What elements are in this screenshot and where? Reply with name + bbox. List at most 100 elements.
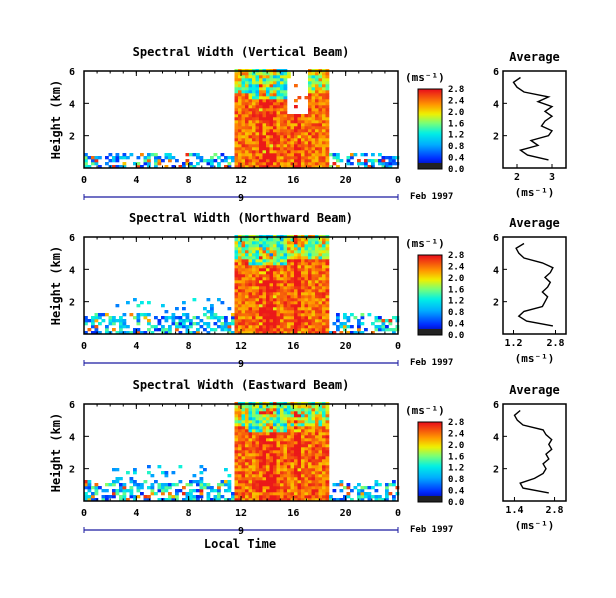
average-y-tick-label: 4 [493, 432, 499, 443]
colorbar-tick-label: 1.2 [448, 464, 464, 474]
colorbar-swatch [418, 99, 442, 102]
average-x-tick-label: 1.4 [505, 505, 523, 516]
average-y-tick-label: 2 [493, 132, 499, 143]
average-title: Average [509, 216, 560, 230]
colorbar-swatch [418, 488, 442, 491]
colorbar-swatch [418, 442, 442, 445]
colorbar-swatch [418, 430, 442, 433]
colorbar-swatch [418, 279, 442, 282]
y-axis-label: Height (km) [49, 80, 63, 159]
colorbar-swatch [418, 446, 442, 449]
panel-title: Spectral Width (Northward Beam) [129, 211, 353, 225]
x-tick-label: 0 [81, 175, 87, 186]
colorbar-frame [417, 88, 443, 170]
colorbar-swatch [418, 458, 442, 461]
colorbar-swatch [418, 277, 442, 280]
average-x-tick-label: 1.2 [504, 338, 522, 349]
colorbar-swatch [418, 476, 442, 479]
colorbar-tick-label: 0.0 [448, 498, 464, 508]
colorbar-swatch [418, 131, 442, 134]
colorbar-swatch [418, 125, 442, 128]
colorbar-tick-label: 0.4 [448, 320, 465, 330]
colorbar-swatch [418, 468, 442, 471]
colorbar-swatch [418, 93, 442, 96]
colorbar-swatch [418, 432, 442, 435]
colorbar-swatch [418, 139, 442, 142]
x-tick-label: 0 [81, 341, 87, 352]
colorbar-swatch [418, 327, 442, 330]
day-label: 9 [238, 359, 244, 370]
colorbar-swatch [418, 129, 442, 132]
colorbar-swatch [418, 424, 442, 427]
colorbar-swatch [418, 145, 442, 148]
colorbar-swatch [418, 259, 442, 262]
colorbar-swatch [418, 133, 442, 136]
y-tick-label: 2 [69, 298, 75, 309]
colorbar-tick-label: 0.0 [448, 331, 464, 341]
day-label: 9 [238, 193, 244, 204]
colorbar-swatch [418, 454, 442, 457]
colorbar-tick-label: 2.4 [448, 96, 465, 106]
colorbar-swatch [418, 323, 442, 326]
average-profile-line [512, 76, 554, 161]
date-label: Feb 1997 [410, 358, 453, 368]
x-tick-label: 12 [235, 508, 247, 519]
colorbar-swatch [418, 319, 442, 322]
colorbar-swatch [418, 115, 442, 118]
panel-vertical: Spectral Width (Vertical Beam)0 4 8 12 16 20 0… [49, 45, 567, 204]
colorbar-swatch [418, 422, 442, 425]
colorbar-swatch [418, 440, 442, 443]
colorbar-swatch [418, 265, 442, 268]
colorbar-swatch [418, 157, 442, 160]
colorbar-tick-label: 2.4 [448, 429, 465, 439]
average-panel: Average 1.4 2.8 2 4 6 (ms⁻¹) [493, 383, 567, 532]
colorbar-tick-label: 2.8 [448, 251, 464, 261]
colorbar-swatch [418, 444, 442, 447]
colorbar-tick-label: 0.8 [448, 142, 464, 152]
average-y-tick-label: 2 [493, 298, 499, 309]
colorbar-swatch [418, 107, 442, 110]
colorbar-swatch [418, 287, 442, 290]
colorbar-swatch [418, 89, 442, 92]
x-tick-label: 0 [395, 508, 401, 519]
colorbar-tick-label: 1.6 [448, 285, 464, 295]
average-y-tick-label: 2 [493, 465, 499, 476]
colorbar: (ms⁻¹) 0.00.4 0.81.2 1.62.0 2.42.8 [405, 71, 465, 175]
y-tick-label: 6 [69, 233, 75, 244]
colorbar-swatch [418, 462, 442, 465]
x-tick-label: 0 [395, 341, 401, 352]
y-tick-label: 2 [69, 465, 75, 476]
x-tick-label: 16 [287, 508, 299, 519]
colorbar-swatch [418, 428, 442, 431]
average-y-tick-label: 4 [493, 99, 499, 110]
colorbar-tick-label: 1.6 [448, 119, 464, 129]
average-x-tick-label: 2.8 [546, 338, 564, 349]
colorbar-swatch [418, 293, 442, 296]
colorbar-swatch [418, 329, 442, 335]
x-tick-label: 8 [186, 175, 192, 186]
colorbar-swatch [418, 121, 442, 124]
colorbar-swatch [418, 137, 442, 140]
average-y-tick-label: 6 [493, 233, 499, 244]
colorbar-swatch [418, 91, 442, 94]
colorbar-swatch [418, 141, 442, 144]
colorbar-swatch [418, 311, 442, 314]
colorbar: (ms⁻¹) 0.00.4 0.81.2 1.62.0 2.42.8 [405, 237, 465, 341]
x-axis-label: Local Time [204, 537, 276, 551]
colorbar-swatch [418, 448, 442, 451]
date-label: Feb 1997 [410, 192, 453, 202]
colorbar-swatch [418, 470, 442, 473]
colorbar-swatch [418, 494, 442, 497]
colorbar-swatch [418, 317, 442, 320]
x-tick-label: 16 [287, 341, 299, 352]
colorbar-swatch [418, 474, 442, 477]
colorbar-swatch [418, 325, 442, 328]
heatmap-field [84, 402, 400, 502]
colorbar-swatch [418, 149, 442, 152]
colorbar-swatch [418, 255, 442, 258]
colorbar-swatch [418, 113, 442, 116]
colorbar-swatch [418, 484, 442, 487]
average-x-label: (ms⁻¹) [515, 352, 555, 365]
colorbar-unit: (ms⁻¹) [405, 71, 445, 84]
x-tick-label: 4 [133, 341, 139, 352]
